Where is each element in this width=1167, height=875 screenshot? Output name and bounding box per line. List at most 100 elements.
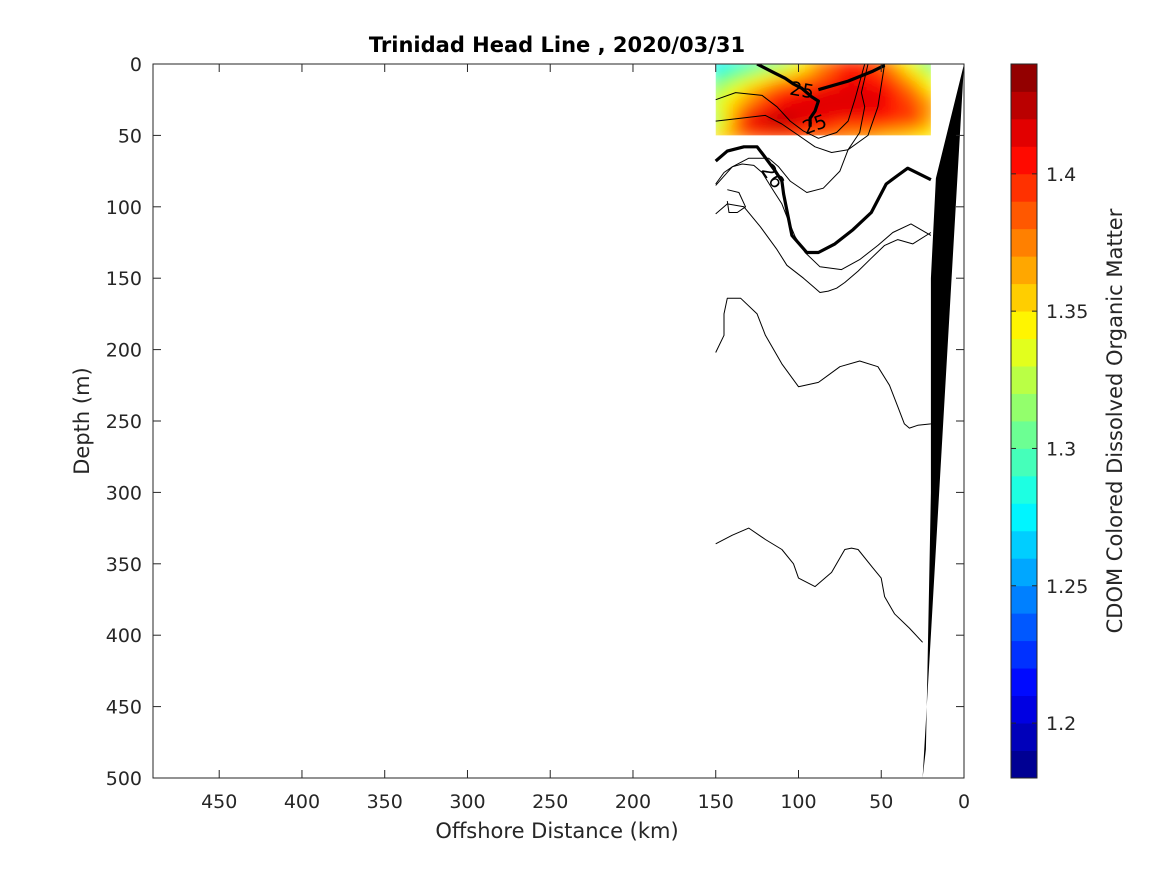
heatmap-cell [860,74,867,80]
heatmap-cell [801,135,808,136]
contour-line [715,64,886,153]
heatmap-cell [758,120,765,126]
heatmap-cell [839,69,846,75]
heatmap-cell [828,64,835,70]
heatmap-cell [812,64,819,70]
heatmap-cell [834,84,841,91]
heatmap-cell [721,69,728,75]
heatmap-cell [726,79,733,85]
heatmap-cell [844,115,851,121]
heatmap-cell [780,94,787,101]
heatmap-cell [758,99,765,106]
heatmap-cell [737,135,744,136]
heatmap-cell [855,89,862,96]
heatmap-cell [769,84,776,91]
heatmap-cell [823,89,830,96]
heatmap-cell [737,84,744,91]
heatmap-cell [871,79,878,85]
heatmap-cell [753,79,760,85]
heatmap-cell [758,89,765,96]
heatmap-cell [737,120,744,126]
y-tick-label: 250 [106,411,142,433]
heatmap-cell [737,130,744,136]
heatmap-cell [893,94,900,101]
heatmap-cell [801,84,808,91]
heatmap-cell [904,79,910,85]
heatmap-cell [774,69,781,75]
colorbar-tick-label: 1.25 [1046,576,1088,598]
heatmap-cell [731,104,738,111]
heatmap-cell [812,125,819,131]
heatmap-cell [920,120,927,126]
heatmap-cell [834,135,841,136]
heatmap-cell [839,74,846,80]
heatmap-cell [834,104,841,111]
heatmap-cell [887,99,894,106]
heatmap-cell [748,69,754,75]
heatmap-cell [887,79,894,85]
heatmap-cell [904,125,910,131]
heatmap-cell [726,94,733,101]
heatmap-cell [909,109,916,116]
heatmap-cell [721,120,728,126]
heatmap-cell [877,79,884,85]
heatmap-cell [769,74,776,80]
heatmap-cell [855,120,862,126]
heatmap-cell [785,104,792,111]
heatmap-cell [914,109,921,116]
bathymetry-shape [922,64,964,778]
heatmap-cell [796,94,803,101]
heatmap-cell [844,94,851,101]
heatmap-cell [737,74,744,80]
heatmap-cell [769,130,776,136]
heatmap-cell [817,74,824,80]
heatmap-cell [801,120,808,126]
heatmap-cell [839,99,846,106]
y-axis-label: Depth (m) [70,367,94,474]
heatmap-cell [769,120,776,126]
heatmap-cell [817,99,824,106]
heatmap-cell [742,109,749,116]
heatmap-cell [726,125,733,131]
heatmap-cell [914,125,921,131]
heatmap-cell [791,74,798,80]
heatmap-cell [780,115,787,121]
heatmap-cell [893,89,900,96]
heatmap-cell [914,79,921,85]
heatmap-cell [801,69,808,75]
heatmap-cell [780,89,787,96]
heatmap-cell [791,84,798,91]
heatmap-cell [877,135,884,136]
heatmap-cell [866,74,873,80]
heatmap-cell [839,130,846,136]
colorbar-swatch [1011,640,1037,669]
heatmap-cell [753,99,760,106]
heatmap-cell [774,120,781,126]
colorbar-tick-label: 1.2 [1046,713,1076,735]
heatmap-cell [764,84,771,91]
heatmap-cell [882,125,889,131]
heatmap-cell [785,64,792,70]
heatmap-cell [882,135,889,136]
heatmap-cell [769,79,776,85]
heatmap-cell [898,84,905,91]
heatmap-cell [726,109,733,116]
heatmap-cell [925,130,931,136]
heatmap-cell [860,115,867,121]
heatmap-cell [925,135,931,136]
heatmap-cell [914,130,921,136]
heatmap-cell [920,104,927,111]
heatmap-cell [769,94,776,101]
heatmap-cell [780,79,787,85]
heatmap-cell [764,89,771,96]
heatmap-cell [780,84,787,91]
heatmap-cell [823,115,830,121]
heatmap-cell [807,109,814,116]
heatmap-cell [742,79,749,85]
heatmap-cell [731,120,738,126]
heatmap-cell [839,94,846,101]
heatmap-cell [925,89,931,96]
heatmap-cell [791,79,798,85]
heatmap-cell [731,130,738,136]
heatmap-cell [898,94,905,101]
